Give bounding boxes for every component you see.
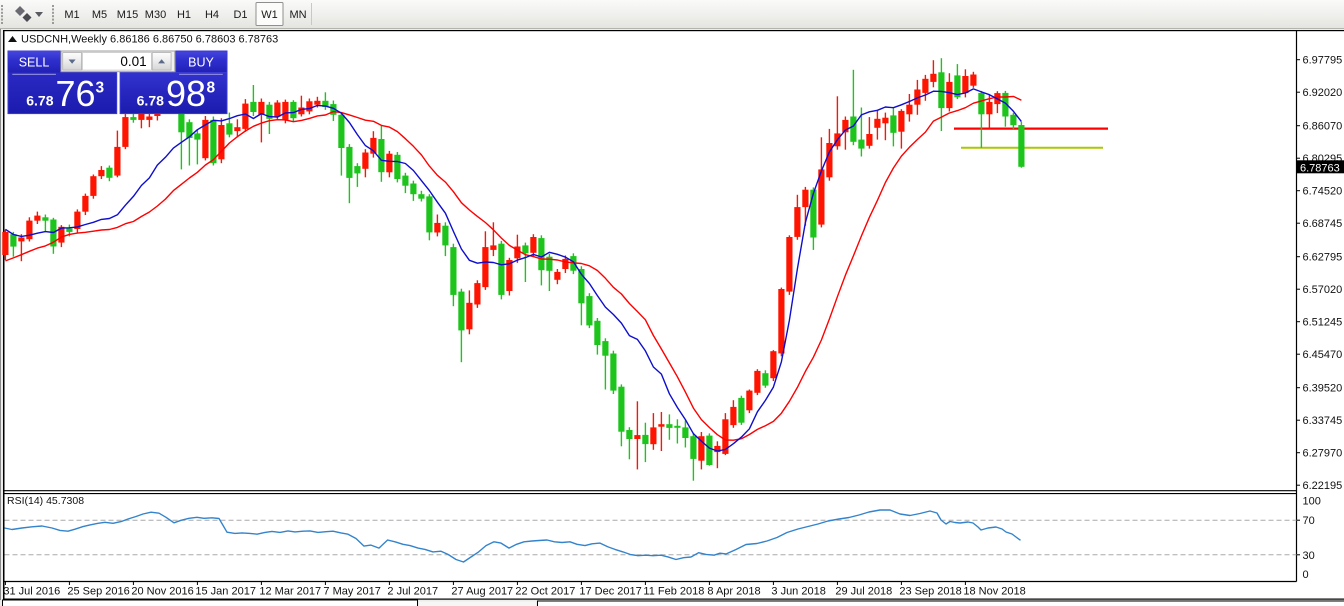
svg-text:M15: M15 — [117, 9, 138, 21]
svg-text:18 Nov 2018: 18 Nov 2018 — [963, 586, 1025, 598]
svg-text:M5: M5 — [92, 9, 107, 21]
svg-text:7 May 2017: 7 May 2017 — [323, 586, 380, 598]
svg-text:6.51245: 6.51245 — [1303, 317, 1343, 329]
svg-text:6.78763: 6.78763 — [1300, 162, 1340, 174]
svg-text:22 Oct 2017: 22 Oct 2017 — [515, 586, 575, 598]
svg-text:6.92020: 6.92020 — [1303, 87, 1343, 99]
svg-text:8 Apr 2018: 8 Apr 2018 — [707, 586, 760, 598]
svg-text:23 Sep 2018: 23 Sep 2018 — [899, 586, 961, 598]
svg-text:6.97795: 6.97795 — [1303, 55, 1343, 67]
svg-text:70: 70 — [1303, 515, 1315, 527]
svg-text:12 Mar 2017: 12 Mar 2017 — [259, 586, 321, 598]
svg-text:H1: H1 — [177, 9, 191, 21]
svg-text:2 Jul 2017: 2 Jul 2017 — [387, 586, 438, 598]
svg-text:25 Sep 2016: 25 Sep 2016 — [67, 586, 129, 598]
svg-text:H4: H4 — [205, 9, 219, 21]
svg-text:15 Jan 2017: 15 Jan 2017 — [195, 586, 256, 598]
svg-text:BUY: BUY — [188, 56, 214, 70]
svg-text:6.68745: 6.68745 — [1303, 218, 1343, 230]
svg-text:SELL: SELL — [19, 56, 50, 70]
svg-text:MN: MN — [289, 9, 306, 21]
svg-text:6.78: 6.78 — [137, 93, 164, 109]
svg-text:0: 0 — [1303, 569, 1309, 581]
svg-text:W1: W1 — [261, 9, 278, 21]
svg-text:31 Jul 2016: 31 Jul 2016 — [3, 586, 60, 598]
svg-text:6.45470: 6.45470 — [1303, 349, 1343, 361]
svg-text:29 Jul 2018: 29 Jul 2018 — [835, 586, 892, 598]
svg-text:D1: D1 — [233, 9, 247, 21]
svg-text:100: 100 — [1303, 496, 1321, 508]
svg-text:6.86070: 6.86070 — [1303, 121, 1343, 133]
svg-text:20 Nov 2016: 20 Nov 2016 — [131, 586, 193, 598]
svg-text:6.33745: 6.33745 — [1303, 415, 1343, 427]
svg-text:6.74520: 6.74520 — [1303, 186, 1343, 198]
svg-text:3: 3 — [96, 80, 105, 97]
svg-text:98: 98 — [166, 73, 206, 114]
svg-text:27 Aug 2017: 27 Aug 2017 — [451, 586, 513, 598]
svg-text:6.62795: 6.62795 — [1303, 252, 1343, 264]
svg-text:6.39520: 6.39520 — [1303, 383, 1343, 395]
svg-text:30: 30 — [1303, 550, 1315, 562]
svg-text:76: 76 — [56, 73, 96, 114]
svg-text:6.57020: 6.57020 — [1303, 284, 1343, 296]
svg-text:RSI(14) 45.7308: RSI(14) 45.7308 — [7, 495, 84, 507]
svg-text:17 Dec 2017: 17 Dec 2017 — [579, 586, 641, 598]
svg-text:3 Jun 2018: 3 Jun 2018 — [771, 586, 825, 598]
svg-text:0.01: 0.01 — [120, 54, 146, 69]
svg-text:M30: M30 — [145, 9, 166, 21]
svg-text:6.78: 6.78 — [26, 93, 53, 109]
svg-text:11 Feb 2018: 11 Feb 2018 — [643, 586, 704, 598]
svg-text:6.27970: 6.27970 — [1303, 448, 1343, 460]
svg-text:USDCNH,Weekly 6.86186 6.86750: USDCNH,Weekly 6.86186 6.86750 6.78603 6.… — [21, 34, 278, 46]
svg-text:8: 8 — [207, 80, 216, 97]
svg-text:6.22195: 6.22195 — [1303, 480, 1343, 492]
svg-text:M1: M1 — [64, 9, 79, 21]
